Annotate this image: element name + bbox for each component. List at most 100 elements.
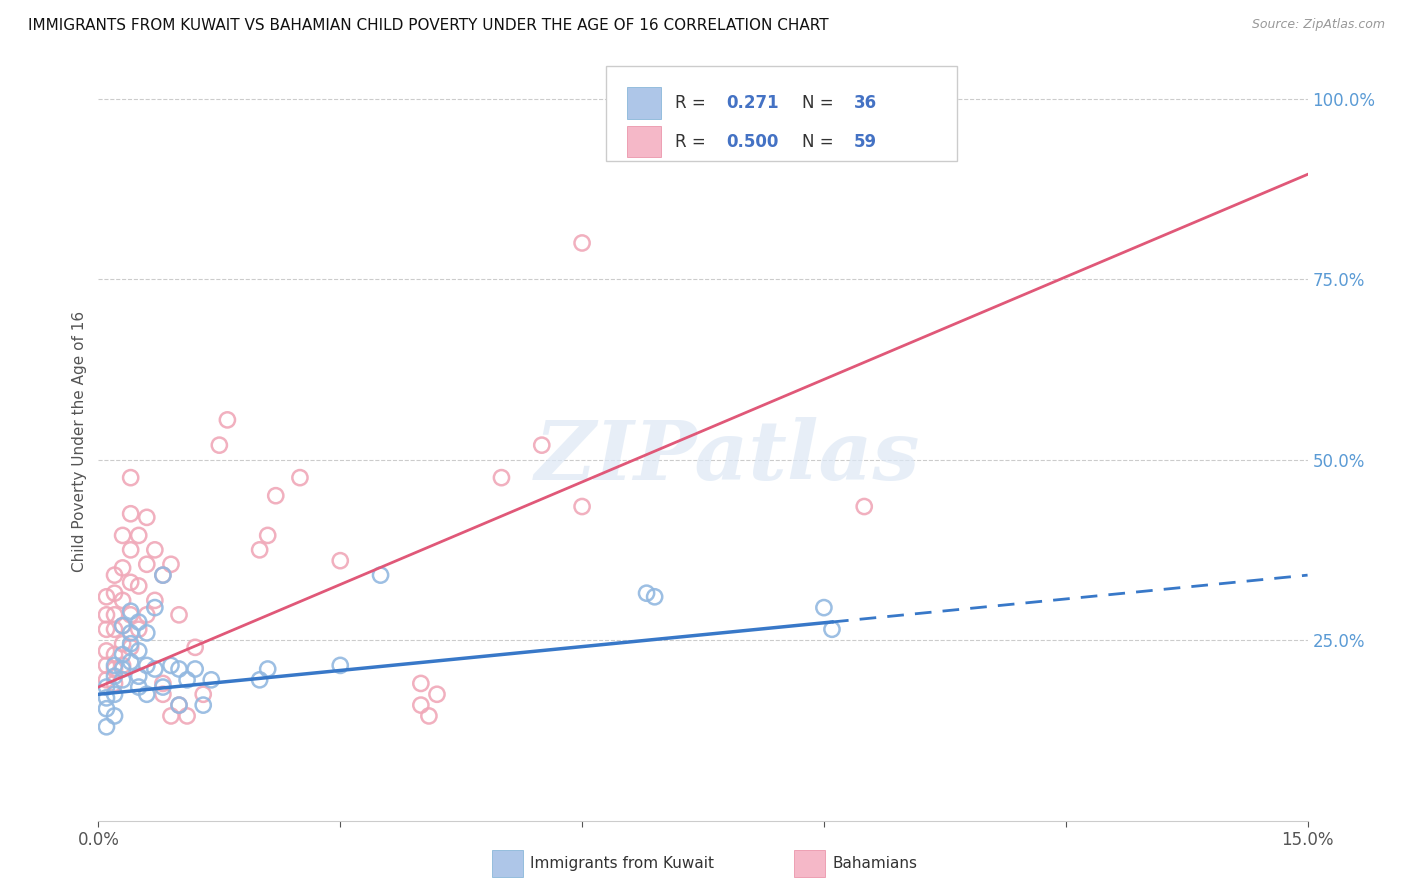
Point: [103, 568, 125, 582]
Point: [530, 438, 553, 452]
Point: [120, 607, 142, 622]
Point: [135, 687, 157, 701]
Point: [143, 542, 166, 557]
FancyBboxPatch shape: [627, 126, 661, 158]
Point: [217, 413, 239, 427]
Text: N =: N =: [803, 133, 839, 151]
Point: [288, 470, 311, 484]
Point: [96, 702, 118, 716]
Point: [184, 662, 207, 676]
Point: [184, 640, 207, 655]
Point: [96, 590, 118, 604]
Text: IMMIGRANTS FROM KUWAIT VS BAHAMIAN CHILD POVERTY UNDER THE AGE OF 16 CORRELATION: IMMIGRANTS FROM KUWAIT VS BAHAMIAN CHILD…: [28, 18, 828, 33]
FancyBboxPatch shape: [606, 66, 957, 161]
Point: [96, 607, 118, 622]
Point: [96, 690, 118, 705]
Point: [103, 586, 125, 600]
Point: [120, 507, 142, 521]
Point: [96, 720, 118, 734]
Point: [120, 542, 142, 557]
Point: [111, 658, 134, 673]
Point: [128, 622, 150, 636]
Point: [128, 669, 150, 683]
Point: [135, 658, 157, 673]
Point: [329, 554, 352, 568]
Point: [176, 709, 198, 723]
Point: [111, 593, 134, 607]
Point: [103, 658, 125, 673]
Text: 0.271: 0.271: [725, 95, 779, 112]
Point: [821, 622, 844, 636]
Text: Immigrants from Kuwait: Immigrants from Kuwait: [530, 856, 714, 871]
Point: [120, 604, 142, 618]
Point: [120, 655, 142, 669]
Point: [135, 607, 157, 622]
Point: [256, 528, 278, 542]
Point: [571, 235, 593, 250]
Point: [120, 470, 142, 484]
Point: [249, 542, 271, 557]
Point: [103, 676, 125, 690]
Point: [103, 709, 125, 723]
Point: [143, 600, 166, 615]
Y-axis label: Child Poverty Under the Age of 16: Child Poverty Under the Age of 16: [72, 311, 87, 572]
Point: [96, 622, 118, 636]
Point: [491, 470, 513, 484]
Point: [143, 593, 166, 607]
Point: [167, 698, 190, 712]
Point: [409, 698, 432, 712]
Point: [418, 709, 440, 723]
Point: [128, 615, 150, 629]
Point: [152, 568, 174, 582]
Point: [256, 662, 278, 676]
Point: [426, 687, 449, 701]
Point: [111, 561, 134, 575]
Point: [200, 673, 222, 687]
Point: [103, 669, 125, 683]
Point: [103, 607, 125, 622]
Point: [176, 673, 198, 687]
Point: [152, 676, 174, 690]
Point: [128, 644, 150, 658]
Text: Bahamians: Bahamians: [832, 856, 917, 871]
Point: [152, 568, 174, 582]
Point: [128, 680, 150, 694]
Point: [120, 626, 142, 640]
Point: [264, 489, 287, 503]
Point: [193, 687, 215, 701]
Point: [111, 618, 134, 632]
Point: [103, 662, 125, 676]
Point: [103, 622, 125, 636]
Text: 0.500: 0.500: [725, 133, 779, 151]
Point: [111, 662, 134, 676]
Point: [208, 438, 231, 452]
Point: [152, 687, 174, 701]
Point: [128, 528, 150, 542]
Point: [160, 658, 183, 673]
Point: [644, 590, 666, 604]
Point: [111, 618, 134, 632]
Point: [167, 662, 190, 676]
Point: [636, 586, 658, 600]
Point: [96, 673, 118, 687]
Text: N =: N =: [803, 95, 839, 112]
Point: [120, 640, 142, 655]
Point: [193, 698, 215, 712]
Point: [135, 510, 157, 524]
Point: [135, 626, 157, 640]
Text: 59: 59: [855, 133, 877, 151]
Point: [96, 644, 118, 658]
Point: [160, 709, 183, 723]
Point: [853, 500, 876, 514]
Point: [152, 680, 174, 694]
Point: [571, 500, 593, 514]
Text: ZIPatlas: ZIPatlas: [534, 417, 920, 497]
Point: [111, 528, 134, 542]
Text: R =: R =: [675, 133, 711, 151]
Point: [249, 673, 271, 687]
Point: [120, 575, 142, 590]
Point: [329, 658, 352, 673]
Point: [143, 662, 166, 676]
Point: [370, 568, 392, 582]
Point: [96, 658, 118, 673]
